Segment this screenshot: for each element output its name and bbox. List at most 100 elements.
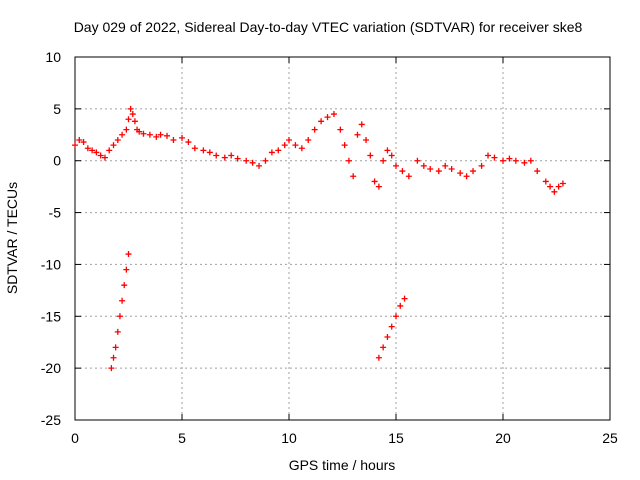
data-point — [470, 168, 477, 175]
data-point — [221, 154, 228, 161]
data-point — [401, 295, 408, 302]
data-point — [234, 155, 241, 162]
plot-frame — [74, 56, 611, 421]
data-point — [512, 157, 519, 164]
data-point — [110, 354, 117, 361]
data-point — [213, 152, 220, 159]
data-point — [140, 130, 147, 137]
data-point — [76, 136, 83, 143]
data-point — [500, 157, 506, 164]
data-point — [298, 145, 305, 152]
data-point — [200, 147, 207, 154]
series-segment-1 — [108, 251, 132, 372]
data-point — [106, 147, 113, 154]
y-tick-label: -15 — [41, 308, 61, 324]
data-point — [491, 154, 498, 161]
data-point — [393, 313, 399, 320]
data-point — [119, 131, 126, 138]
data-point — [388, 152, 395, 159]
data-point — [414, 157, 421, 164]
data-point — [84, 145, 91, 152]
data-point — [384, 147, 391, 154]
data-point — [179, 134, 185, 141]
data-point — [324, 114, 331, 121]
data-point — [114, 328, 121, 335]
data-point — [256, 162, 263, 169]
grid-layer — [75, 57, 610, 420]
data-point — [101, 154, 108, 161]
data-point — [375, 183, 382, 190]
data-point — [555, 183, 562, 190]
data-point — [243, 157, 250, 164]
data-point — [345, 157, 352, 164]
data-point — [341, 142, 348, 149]
y-axis-label: SDTVAR / TECUs — [4, 182, 20, 294]
data-point — [305, 136, 312, 143]
data-point — [375, 354, 382, 361]
data-point — [129, 111, 136, 118]
data-point — [380, 157, 387, 164]
data-point — [427, 166, 434, 173]
data-point — [547, 183, 554, 190]
data-point — [478, 162, 485, 169]
data-point — [286, 136, 292, 143]
data-point — [311, 126, 318, 133]
data-point — [350, 173, 357, 180]
data-point — [262, 157, 269, 164]
data-point — [93, 149, 100, 156]
x-tick-label: 5 — [178, 430, 186, 446]
x-tick-label: 15 — [388, 430, 404, 446]
x-tick-label: 10 — [281, 430, 297, 446]
data-point — [72, 142, 78, 149]
data-point — [112, 344, 119, 351]
data-point — [463, 173, 470, 180]
data-point — [330, 111, 337, 118]
data-point — [380, 344, 387, 351]
data-point — [123, 126, 130, 133]
data-point — [206, 149, 213, 156]
data-point — [485, 152, 492, 159]
data-point — [191, 145, 198, 152]
data-point — [228, 152, 235, 159]
data-point — [123, 266, 130, 273]
data-point — [121, 282, 128, 289]
data-point — [559, 180, 566, 187]
y-tick-label: -5 — [49, 205, 62, 221]
series-segment-2 — [375, 295, 408, 361]
y-tick-label: 5 — [53, 101, 61, 117]
data-point — [318, 118, 325, 125]
y-tick-label: -10 — [41, 256, 61, 272]
data-point — [164, 132, 171, 139]
data-point — [534, 168, 541, 175]
data-point — [457, 170, 464, 177]
data-point — [89, 147, 96, 154]
x-tick-label: 25 — [602, 430, 618, 446]
data-point — [153, 133, 160, 140]
x-tick-label: 0 — [71, 430, 79, 446]
data-point — [108, 365, 115, 372]
y-tick-label: -20 — [41, 360, 61, 376]
y-tick-label: -25 — [41, 412, 61, 428]
data-point — [551, 188, 558, 195]
data-point — [125, 116, 132, 123]
data-point — [393, 162, 399, 169]
data-point — [97, 152, 104, 159]
data-point — [114, 136, 121, 143]
data-point — [399, 168, 406, 175]
data-point — [136, 128, 143, 135]
series-main — [72, 105, 566, 195]
data-point — [170, 136, 177, 143]
data-point — [448, 166, 455, 173]
data-point — [527, 157, 534, 164]
data-point — [388, 323, 395, 330]
data-point — [116, 313, 123, 320]
data-point — [110, 142, 117, 149]
data-point — [420, 162, 427, 169]
data-point — [354, 131, 361, 138]
data-point — [358, 121, 365, 128]
data-point — [371, 178, 378, 185]
data-point — [397, 302, 404, 309]
tick-layer: 0 5 10 15 20 25 10 5 0 -5 -10 -15 -20 -25 — [41, 49, 618, 446]
data-point — [249, 159, 256, 166]
